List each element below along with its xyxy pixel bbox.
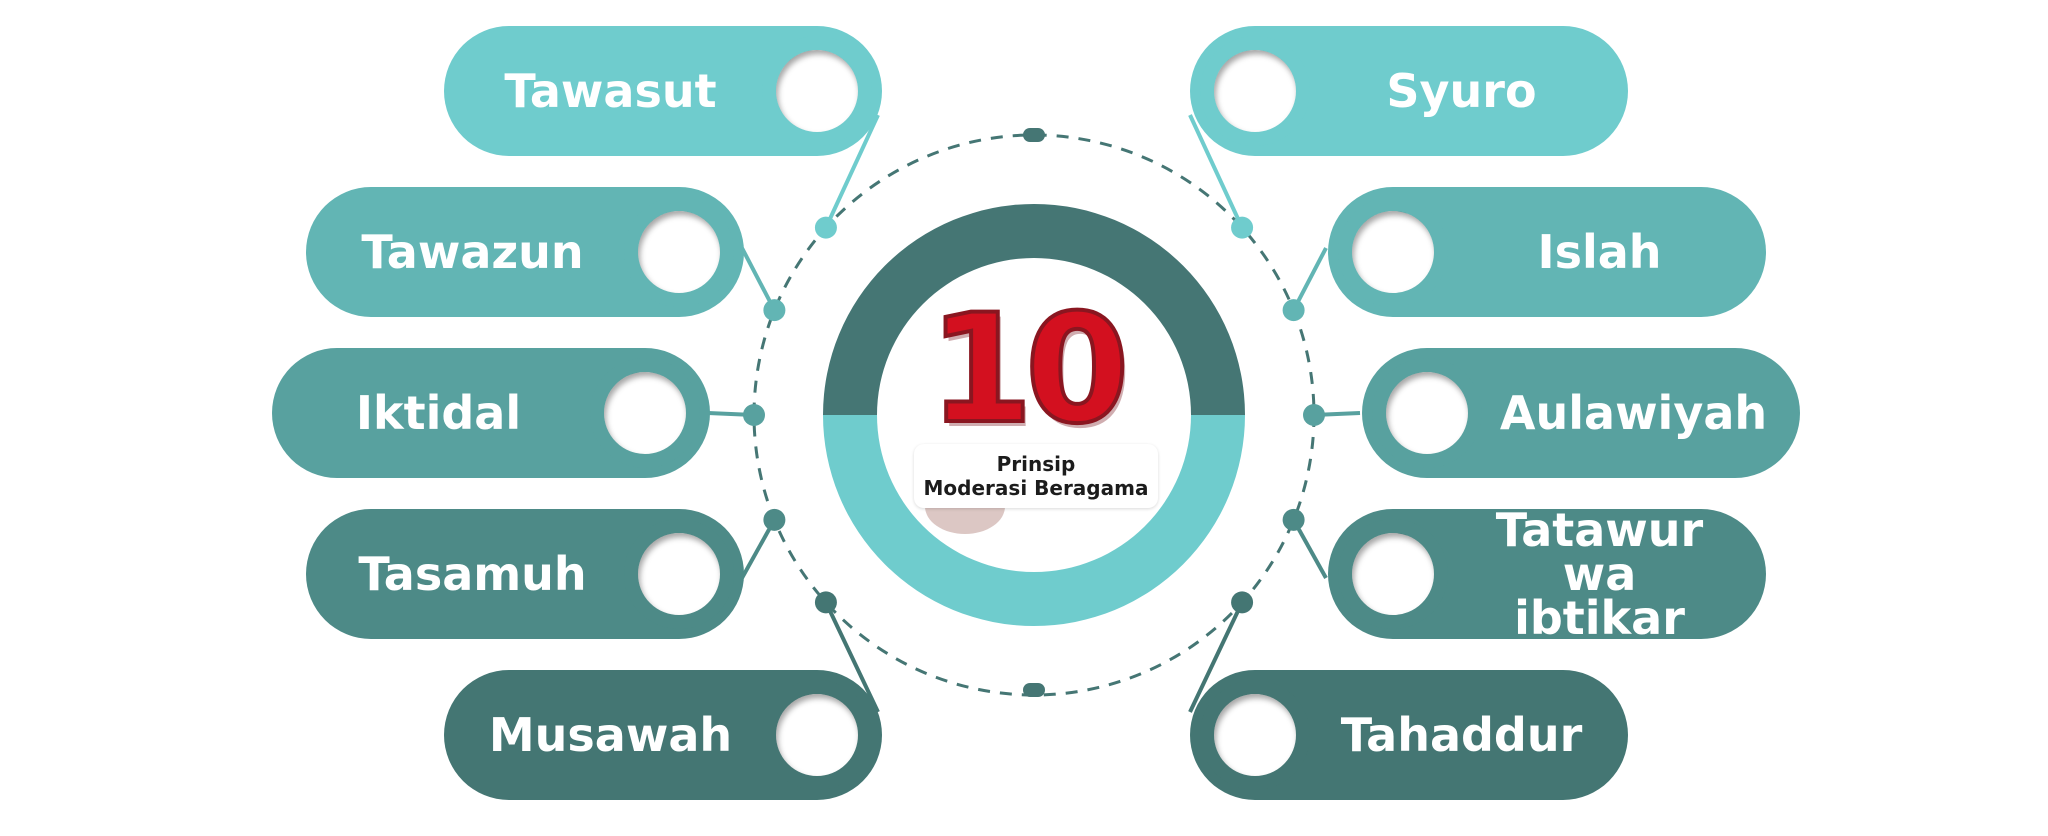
principle-pill-right-3: Aulawiyah	[1362, 348, 1800, 478]
principle-pill-right-1: Syuro	[1190, 26, 1628, 156]
principle-label: Tawasut	[504, 64, 717, 118]
orbit-marker-top	[1023, 128, 1045, 142]
connector-left-4-dot	[763, 508, 786, 531]
principle-circle-icon	[1338, 519, 1448, 629]
center-number: 10	[927, 283, 1132, 457]
principle-circle-icon	[624, 197, 734, 307]
principle-pill-left-3: Iktidal	[272, 348, 710, 478]
connector-right-3-dot	[1303, 404, 1325, 426]
orbit-marker-bottom	[1023, 683, 1045, 697]
principle-circle-icon	[1338, 197, 1448, 307]
connector-left-5-line	[824, 601, 880, 713]
principle-circle-icon	[762, 680, 872, 790]
principle-circle-icon	[1372, 358, 1482, 468]
principle-label: Tatawur wa ibtikar	[1495, 503, 1704, 645]
connector-right-1-dot	[1231, 216, 1254, 239]
principle-label: Tasamuh	[358, 547, 587, 601]
principle-label: Islah	[1537, 225, 1662, 279]
connector-right-5-line	[1188, 601, 1244, 713]
principle-label: Iktidal	[355, 386, 522, 440]
connector-right-1-line	[1188, 114, 1244, 229]
principle-pill-left-4: Tasamuh	[306, 509, 744, 639]
principle-circle-icon	[624, 519, 734, 629]
principle-circle-icon	[762, 36, 872, 146]
principle-label: Tawazun	[361, 225, 584, 279]
connector-left-4-line	[740, 518, 777, 579]
principle-circle-icon	[1200, 680, 1310, 790]
connector-right-2-dot	[1282, 299, 1305, 322]
principle-label: Aulawiyah	[1499, 386, 1768, 440]
connector-left-2-dot	[763, 299, 786, 322]
principle-circle-icon	[590, 358, 700, 468]
center-ring-bottom	[823, 415, 1245, 626]
connector-left-3-dot	[743, 404, 765, 426]
principle-label: Syuro	[1386, 64, 1537, 118]
principle-pill-right-2: Islah	[1328, 187, 1766, 317]
center-caption: Prinsip Moderasi Beragama	[914, 444, 1158, 508]
connector-left-1-line	[824, 114, 880, 229]
connector-left-5-dot	[814, 591, 837, 614]
principle-circle-icon	[1200, 36, 1310, 146]
connector-right-5-dot	[1231, 591, 1254, 614]
connector-right-4-dot	[1282, 508, 1305, 531]
connector-right-2-line	[1291, 247, 1328, 312]
principle-label: Tahaddur	[1340, 708, 1583, 762]
connector-right-4-line	[1291, 518, 1328, 579]
center-ring-top	[823, 204, 1245, 415]
center-caption-line-2: Moderasi Beragama	[923, 476, 1149, 500]
principle-pill-right-5: Tahaddur	[1190, 670, 1628, 800]
principle-pill-left-5: Musawah	[444, 670, 882, 800]
principle-label: Musawah	[488, 708, 733, 762]
principle-pill-left-2: Tawazun	[306, 187, 744, 317]
connector-left-2-line	[740, 247, 777, 312]
connectors	[707, 114, 1361, 713]
principle-pill-right-4: Tatawur wa ibtikar	[1328, 503, 1766, 645]
principle-pill-left-1: Tawasut	[444, 26, 882, 156]
center-caption-line-1: Prinsip	[996, 452, 1076, 476]
connector-left-1-dot	[814, 216, 837, 239]
